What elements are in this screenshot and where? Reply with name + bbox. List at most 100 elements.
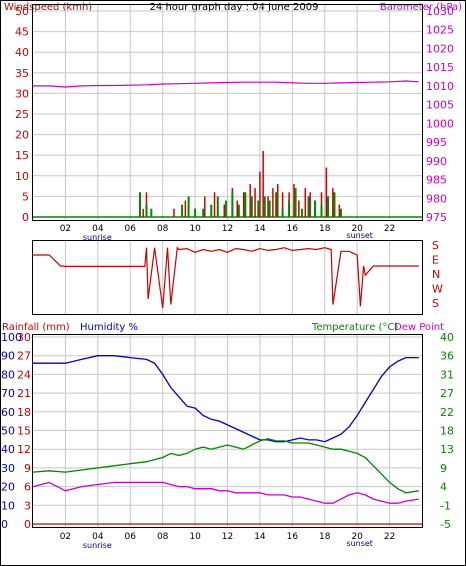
dewpoint-line	[32, 481, 419, 504]
rainfall-tick: 18	[17, 406, 31, 419]
bottom-hour-tick: 12	[222, 532, 233, 542]
bottom-hour-tick: 18	[319, 532, 331, 542]
barometer-tick: 1030	[426, 5, 454, 18]
rainfall-tick: 3	[24, 499, 31, 512]
temperature-tick: 18	[440, 425, 454, 438]
humidity-tick: 10	[1, 499, 15, 512]
rainfall-tick-labels: 0 3 6 9 12 15 18 21 24 27 30	[17, 331, 31, 531]
bottom-hour-tick: 20	[351, 532, 363, 542]
direction-series	[33, 246, 419, 309]
wind-direction-line	[33, 246, 419, 309]
windspeed-tick: 45	[15, 26, 29, 39]
windspeed-axis-label: Windspeed (kmh)	[4, 2, 92, 13]
temperature-tick: -5	[440, 518, 451, 531]
barometer-line	[33, 80, 419, 88]
temperature-tick: 27	[440, 387, 454, 400]
top-hour-tick: 02	[60, 224, 71, 234]
bottom-hour-tick: 04	[92, 532, 104, 542]
humidity-tick: 100	[1, 331, 22, 344]
humidity-tick: 20	[1, 481, 15, 494]
windspeed-tick: 10	[15, 170, 29, 183]
temperature-tick: 4	[440, 481, 447, 494]
humidity-tick: 70	[1, 387, 15, 400]
humidity-tick: 0	[1, 518, 8, 531]
direction-grid	[64, 241, 391, 314]
temperature-tick: 40	[440, 331, 454, 344]
top-hour-tick: 04	[92, 224, 104, 234]
rainfall-tick: 15	[17, 425, 31, 438]
chart-title: 24 hour graph day : 04 June 2009	[150, 2, 319, 13]
rainfall-axis-label: Rainfall (mm)	[2, 322, 70, 333]
top-hour-tick: 08	[157, 224, 169, 234]
top-hour-tick: 16	[287, 224, 299, 234]
rainfall-tick: 27	[17, 350, 31, 363]
barometer-tick: 975	[426, 211, 447, 224]
barometer-tick: 1000	[426, 117, 454, 130]
top-sunrise-label: sunrise	[83, 233, 112, 242]
windspeed-tick: 50	[15, 5, 29, 18]
bottom-panel: Rainfall (mm) Humidity % Temperature (°C…	[1, 322, 454, 550]
windspeed-tick: 40	[15, 46, 29, 59]
rainfall-tick: 12	[17, 443, 31, 456]
humidity-tick-labels: 0 10 20 30 40 50 60 70 80 90 100	[1, 331, 22, 531]
windspeed-tick: 35	[15, 67, 29, 80]
direction-label: W	[432, 283, 443, 296]
top-hour-tick: 12	[222, 224, 233, 234]
barometer-tick: 990	[426, 155, 447, 168]
top-hour-tick: 10	[189, 224, 201, 234]
windspeed-tick-labels: 0 5 10 15 20 25 30 35 40 45 50	[15, 5, 29, 224]
temperature-tick: -1	[440, 499, 451, 512]
rainfall-tick: 9	[24, 462, 31, 475]
rainfall-tick: 21	[17, 387, 31, 400]
humidity-axis-label: Humidity %	[80, 322, 138, 333]
top-hour-tick: 22	[384, 224, 395, 234]
barometer-tick-labels: 975 980 985 990 995 1000 1005 1010 1015 1020 1025 1…	[426, 5, 454, 224]
temperature-tick: 31	[440, 368, 454, 381]
barometer-tick: 985	[426, 174, 447, 187]
bottom-hour-tick: 06	[125, 532, 137, 542]
top-series	[33, 80, 422, 218]
temperature-axis-label: Temperature (°C)	[311, 322, 398, 333]
humidity-tick: 50	[1, 425, 15, 438]
humidity-tick: 40	[1, 443, 15, 456]
windspeed-tick: 25	[15, 108, 29, 121]
barometer-tick: 995	[426, 136, 447, 149]
rainfall-tick: 0	[24, 518, 31, 531]
bottom-hour-tick: 14	[254, 532, 266, 542]
temperature-line	[32, 438, 419, 494]
rainfall-tick: 6	[24, 481, 31, 494]
windspeed-tick: 5	[22, 190, 29, 203]
direction-label: N	[432, 268, 440, 281]
bottom-hour-tick: 22	[384, 532, 395, 542]
windspeed-tick: 30	[15, 87, 29, 100]
barometer-axis-label: Barometer (hPa)	[380, 2, 462, 13]
bottom-plot-border	[32, 334, 423, 528]
bottom-hour-tick: 08	[157, 532, 169, 542]
barometer-tick: 1010	[426, 80, 454, 93]
barometer-tick: 1005	[426, 99, 454, 112]
direction-plot-border	[32, 240, 423, 315]
bottom-hour-tick: 02	[60, 532, 71, 542]
temperature-tick-labels: -5 -1 4 9 13 18 22 27 31 36 40	[440, 331, 454, 531]
temperature-tick: 36	[440, 350, 454, 363]
barometer-tick: 980	[426, 192, 447, 205]
rainfall-tick: 30	[17, 331, 31, 344]
humidity-tick: 80	[1, 368, 15, 381]
bottom-series	[32, 355, 422, 525]
bottom-hour-tick-labels: 02 04 06 08 10 12 14 16 18 20 22	[60, 532, 396, 542]
bottom-sunrise-label: sunrise	[83, 541, 112, 550]
humidity-line	[33, 355, 419, 443]
dewpoint-axis-label: Dew Point	[394, 322, 444, 333]
direction-label: S	[432, 297, 439, 310]
barometer-tick: 1015	[426, 61, 454, 74]
humidity-tick: 90	[1, 350, 15, 363]
bottom-sunset-label: sunset	[346, 539, 373, 548]
temperature-tick: 22	[440, 406, 454, 419]
barometer-tick: 1020	[426, 42, 454, 55]
top-plot-border	[32, 4, 423, 221]
barometer-tick: 1025	[426, 24, 454, 37]
